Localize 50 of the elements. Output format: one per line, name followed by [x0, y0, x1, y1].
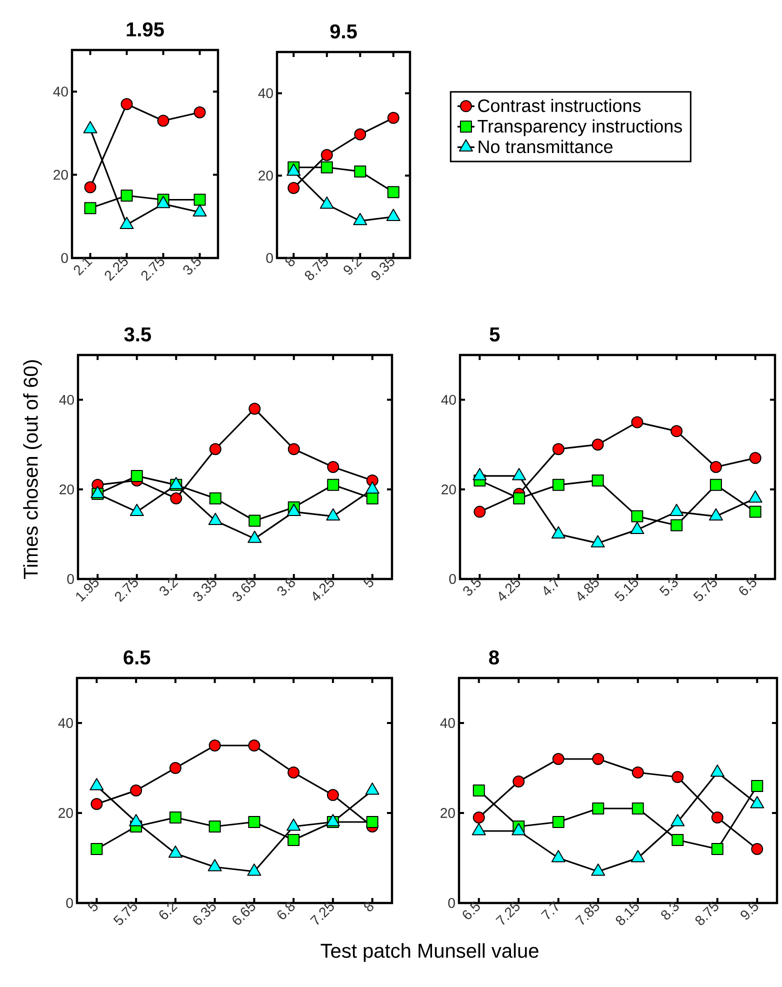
y-tick-label: 20: [54, 170, 68, 180]
x-tick-label: 4.25: [498, 577, 520, 601]
x-tick-label: 6.5: [739, 577, 756, 596]
legend-label: No transmittance: [478, 140, 612, 154]
x-tick-label: 3.8: [277, 578, 295, 596]
x-axis-title: Test patch Munsell value: [320, 943, 538, 962]
y-tick-label: 40: [258, 88, 273, 98]
x-tick-label: 4.7: [544, 576, 558, 596]
y-tick-label: 0: [61, 253, 68, 263]
y-tick-label: 40: [53, 86, 68, 97]
y-tick-label: 20: [442, 484, 456, 494]
y-tick-label: 40: [59, 394, 74, 405]
x-tick-label: 5: [88, 901, 98, 912]
x-tick-label: 8.3: [661, 902, 679, 920]
x-tick-label: 6.5: [462, 901, 480, 920]
x-tick-label: 2.1: [74, 258, 92, 276]
y-tick-label: 0: [66, 898, 73, 908]
x-tick-label: 8: [364, 902, 374, 912]
x-tick-label: 7.7: [540, 900, 558, 920]
x-tick-label: 8: [285, 256, 295, 266]
y-tick-label: 20: [440, 808, 455, 818]
x-tick-label: 9.2: [344, 256, 362, 275]
legend-label: Contrast instructions: [478, 98, 641, 112]
x-tick-label: 3.5: [183, 256, 201, 275]
chart-title: 8: [489, 650, 499, 665]
y-tick-label: 0: [266, 253, 273, 263]
y-tick-label: 40: [441, 394, 456, 405]
y-tick-label: 0: [67, 574, 74, 584]
y-tick-label: 20: [58, 808, 73, 818]
x-tick-label: 3.2: [160, 578, 178, 596]
y-tick-label: 0: [448, 898, 455, 908]
x-tick-label: 5: [363, 577, 374, 588]
x-tick-label: 5.3: [659, 578, 678, 596]
y-tick-label: 40: [440, 718, 455, 728]
y-tick-label: 0: [449, 574, 456, 584]
chart-title: 3.5: [124, 327, 152, 342]
x-tick-label: 6.8: [277, 902, 295, 920]
x-tick-label: 7.25: [310, 901, 334, 925]
chart-title: 5: [490, 328, 500, 342]
chart-title: 6.5: [124, 650, 150, 665]
legend-label: Transparency instructions: [478, 119, 682, 136]
x-tick-label: 6.2: [159, 902, 178, 920]
y-tick-label: 40: [58, 718, 73, 728]
chart-title: 1.95: [126, 22, 164, 37]
y-axis-title: Times chosen (out of 60): [23, 360, 42, 580]
y-tick-label: 20: [258, 170, 273, 181]
chart-title: 9.5: [330, 24, 357, 39]
x-tick-label: 3.5: [463, 577, 481, 596]
y-tick-label: 20: [60, 484, 74, 494]
x-tick-label: 9.5: [740, 901, 758, 920]
